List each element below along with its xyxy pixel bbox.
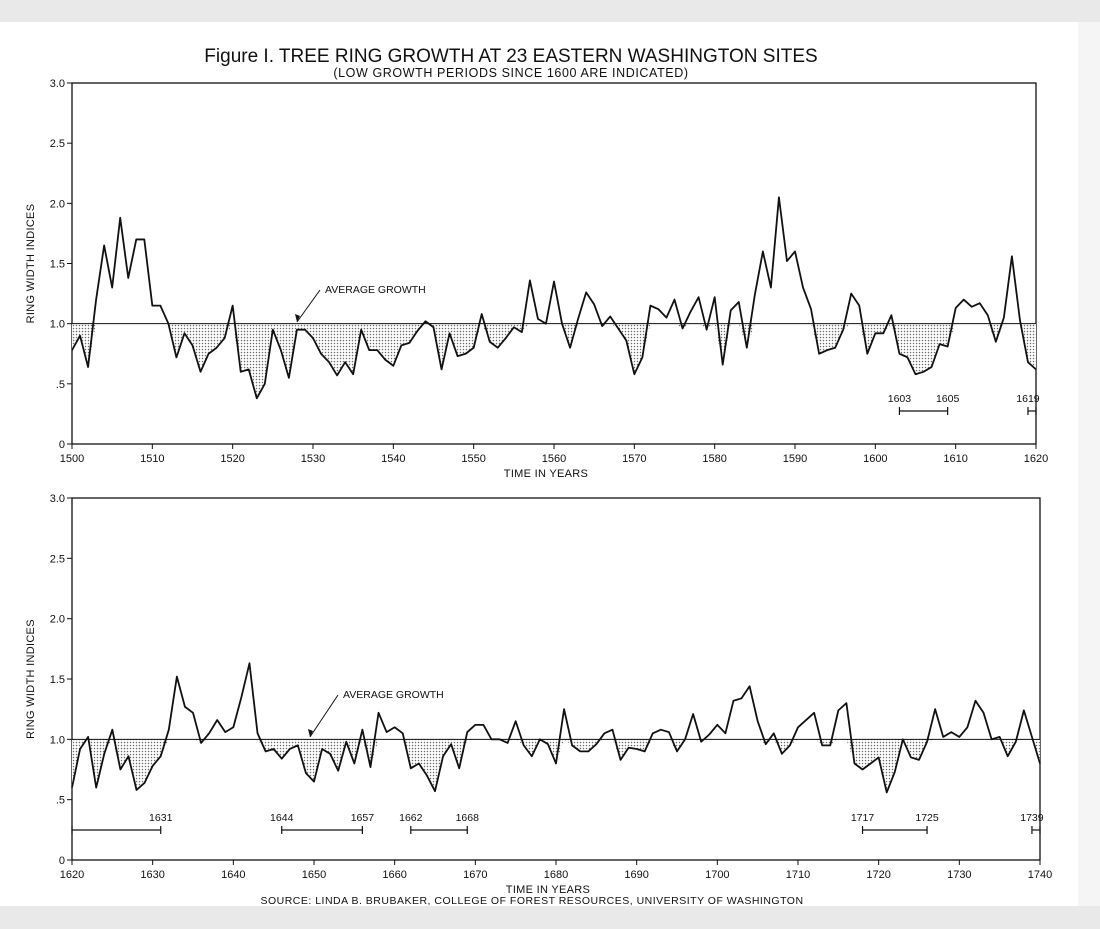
x-tick-label: 1650 bbox=[302, 869, 326, 881]
x-tick-label: 1710 bbox=[786, 869, 810, 881]
low-period-start-label: 1619 bbox=[1016, 393, 1040, 405]
low-period-start-label: 1717 bbox=[851, 812, 875, 824]
y-tick-label: 0 bbox=[59, 855, 65, 867]
x-tick-label: 1700 bbox=[705, 869, 729, 881]
x-tick-label: 1630 bbox=[140, 869, 164, 881]
x-tick-label: 1590 bbox=[783, 453, 807, 465]
y-tick-label: .5 bbox=[56, 379, 65, 391]
x-tick-label: 1610 bbox=[943, 453, 967, 465]
x-tick-label: 1550 bbox=[461, 453, 485, 465]
y-tick-label: 1.0 bbox=[50, 319, 65, 331]
average-growth-arrowhead bbox=[308, 729, 313, 737]
y-tick-label: 1.5 bbox=[50, 259, 65, 271]
ring-width-series-line bbox=[71, 196, 1037, 400]
x-tick-label: 1600 bbox=[863, 453, 887, 465]
figure-subtitle: (LOW GROWTH PERIODS SINCE 1600 ARE INDIC… bbox=[333, 66, 688, 80]
y-tick-label: .5 bbox=[56, 795, 65, 807]
below-average-shading bbox=[72, 323, 1036, 399]
y-axis-title: RING WIDTH INDICES bbox=[25, 619, 37, 739]
low-period-start-label: 1739 bbox=[1020, 812, 1044, 824]
x-tick-label: 1500 bbox=[60, 453, 84, 465]
low-period-start-label: 1662 bbox=[399, 812, 423, 824]
page-edge bbox=[1078, 22, 1100, 906]
x-tick-label: 1740 bbox=[1028, 869, 1052, 881]
y-tick-label: 3.0 bbox=[50, 493, 65, 505]
x-tick-label: 1510 bbox=[140, 453, 164, 465]
low-period-end-label: 1605 bbox=[936, 393, 960, 405]
y-tick-label: 0 bbox=[59, 439, 65, 451]
x-tick-label: 1580 bbox=[702, 453, 726, 465]
y-tick-label: 2.0 bbox=[50, 198, 65, 210]
y-tick-label: 2.5 bbox=[50, 138, 65, 150]
x-tick-label: 1670 bbox=[463, 869, 487, 881]
source-note: SOURCE: LINDA B. BRUBAKER, COLLEGE OF FO… bbox=[260, 895, 803, 907]
x-axis-title: TIME IN YEARS bbox=[504, 468, 588, 480]
x-tick-label: 1520 bbox=[220, 453, 244, 465]
low-period-end-label: 1668 bbox=[456, 812, 480, 824]
below-average-shading bbox=[72, 739, 1040, 793]
plot-frame bbox=[71, 82, 1037, 445]
low-period-start-label: 1603 bbox=[888, 393, 912, 405]
x-tick-label: 1560 bbox=[542, 453, 566, 465]
x-tick-label: 1620 bbox=[1024, 453, 1048, 465]
average-growth-pointer bbox=[296, 289, 321, 323]
average-growth-pointer bbox=[309, 694, 339, 738]
ring-width-series-line bbox=[71, 662, 1041, 794]
y-tick-label: 1.0 bbox=[50, 734, 65, 746]
low-period-end-label: 1657 bbox=[351, 812, 375, 824]
x-tick-label: 1660 bbox=[382, 869, 406, 881]
x-tick-label: 1680 bbox=[544, 869, 568, 881]
average-growth-arrowhead bbox=[295, 314, 300, 322]
average-growth-label: AVERAGE GROWTH bbox=[325, 284, 426, 296]
x-tick-label: 1690 bbox=[624, 869, 648, 881]
y-tick-label: 2.0 bbox=[50, 614, 65, 626]
y-tick-label: 2.5 bbox=[50, 553, 65, 565]
x-tick-label: 1720 bbox=[866, 869, 890, 881]
y-tick-label: 1.5 bbox=[50, 674, 65, 686]
average-growth-label: AVERAGE GROWTH bbox=[343, 689, 444, 701]
y-axis-title: RING WIDTH INDICES bbox=[25, 204, 37, 324]
x-tick-label: 1540 bbox=[381, 453, 405, 465]
x-tick-label: 1730 bbox=[947, 869, 971, 881]
x-tick-label: 1570 bbox=[622, 453, 646, 465]
y-tick-label: 3.0 bbox=[50, 78, 65, 90]
low-period-end-label: 1725 bbox=[915, 812, 939, 824]
low-period-end-label: 1631 bbox=[149, 812, 173, 824]
x-axis-title: TIME IN YEARS bbox=[506, 884, 590, 896]
figure-title: Figure I. TREE RING GROWTH AT 23 EASTERN… bbox=[204, 46, 817, 67]
chart-top-1500-1620: 0 .5 1.0 1.5 2.0 2.5 3.0 1500 1510 1520 1530 1540 15… bbox=[25, 78, 1048, 480]
chart-bottom-1620-1740: 0 .5 1.0 1.5 2.0 2.5 3.0 1620 1630 1640 1650 1660 16… bbox=[25, 493, 1052, 896]
x-tick-label: 1640 bbox=[221, 869, 245, 881]
low-period-start-label: 1644 bbox=[270, 812, 294, 824]
x-tick-label: 1620 bbox=[60, 869, 84, 881]
plot-frame bbox=[71, 497, 1041, 861]
x-tick-label: 1530 bbox=[301, 453, 325, 465]
